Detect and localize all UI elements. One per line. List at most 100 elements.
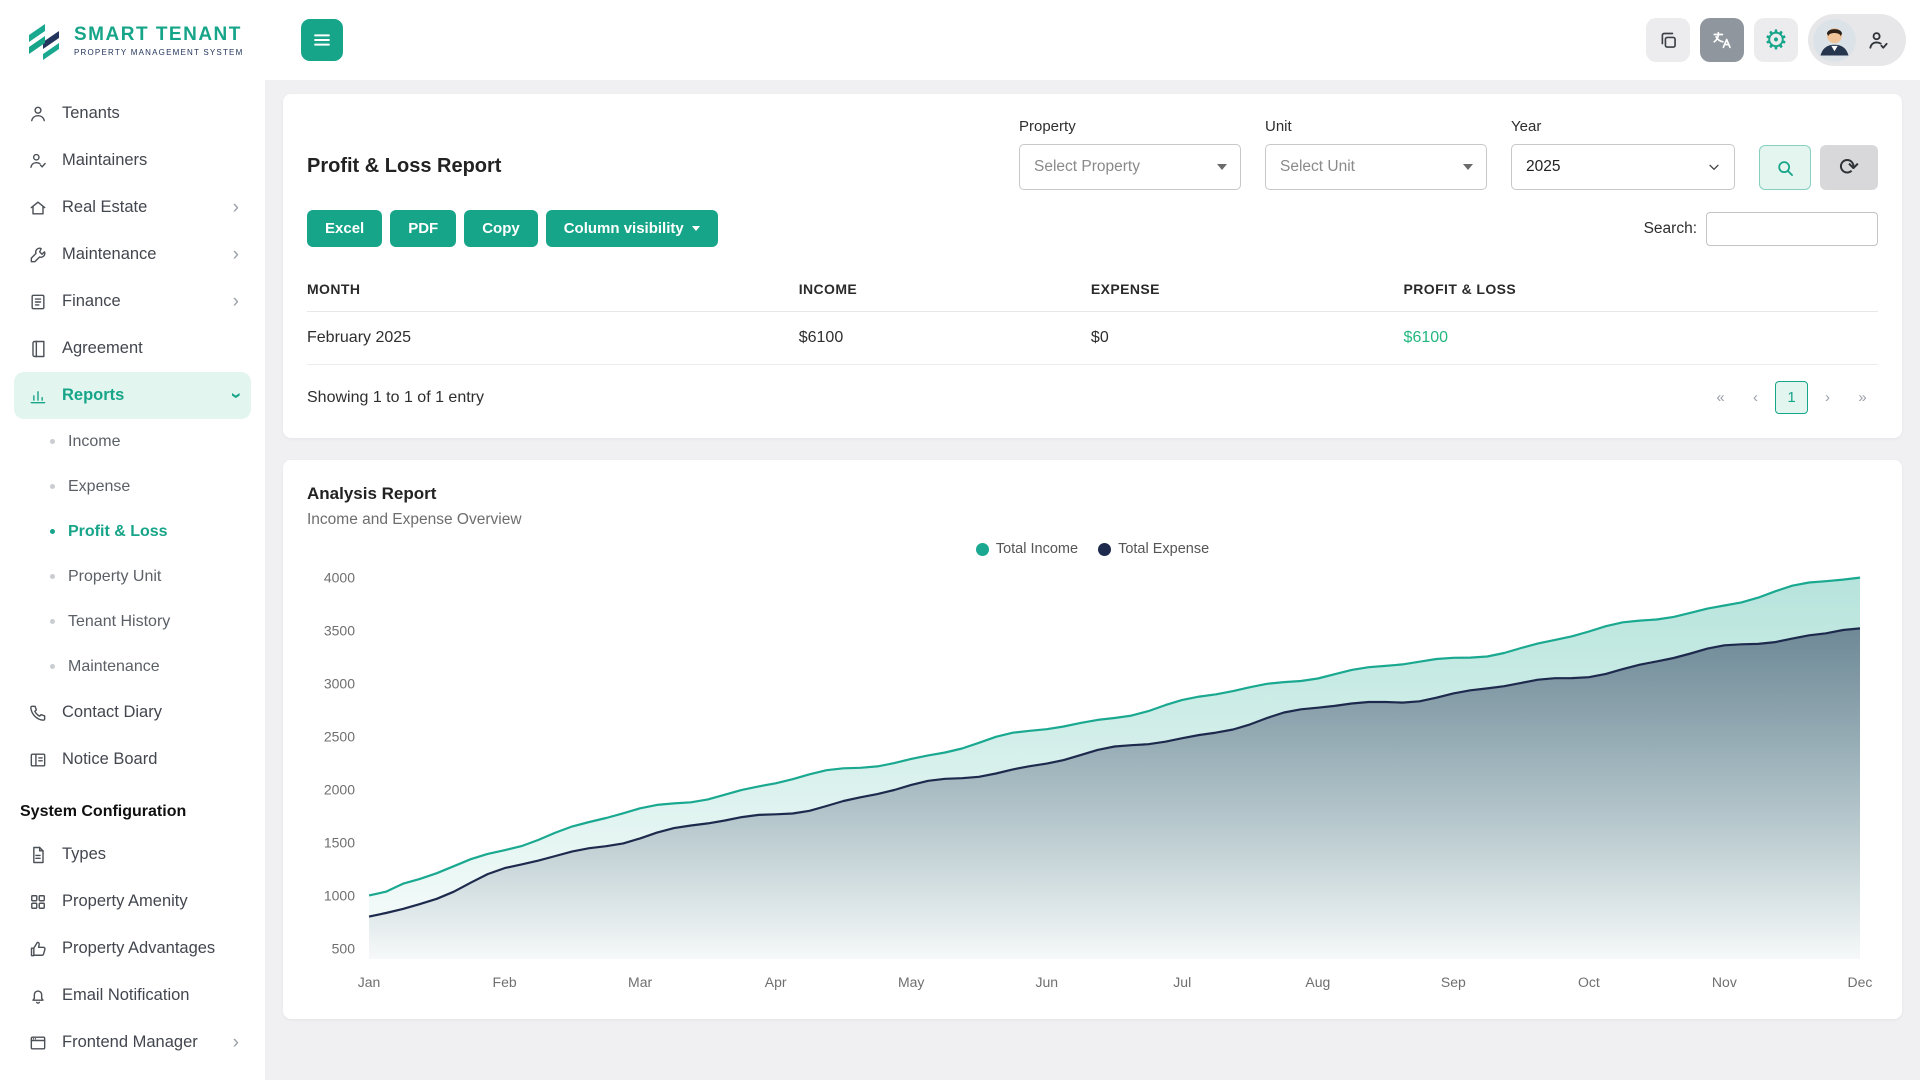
bullet-dot-icon bbox=[50, 664, 55, 669]
export-buttons: Excel PDF Copy Column visibility bbox=[307, 210, 718, 247]
sidebar-item-real-estate[interactable]: Real Estate › bbox=[14, 184, 251, 231]
sidebar-item-frontend-manager[interactable]: Frontend Manager › bbox=[14, 1019, 251, 1066]
sidebar: Tenants Maintainers Real Estate › Maintenanc… bbox=[0, 80, 265, 1080]
browser-icon bbox=[28, 1033, 48, 1053]
svg-text:3500: 3500 bbox=[324, 623, 355, 639]
sidebar-item-property-advantages[interactable]: Property Advantages bbox=[14, 925, 251, 972]
sidebar-toggle-button[interactable] bbox=[301, 19, 343, 61]
property-filter-label: Property bbox=[1019, 118, 1076, 135]
svg-text:Mar: Mar bbox=[628, 974, 652, 990]
bullet-dot-icon bbox=[50, 529, 55, 534]
sidebar-item-maintenance[interactable]: Maintenance › bbox=[14, 231, 251, 278]
unit-select-placeholder: Select Unit bbox=[1280, 158, 1355, 175]
table-cell: February 2025 bbox=[307, 311, 799, 365]
sidebar-item-types[interactable]: Types bbox=[14, 831, 251, 878]
sidebar-subitem-label: Profit & Loss bbox=[68, 522, 168, 540]
page-button-1[interactable]: 1 bbox=[1775, 381, 1808, 414]
search-button[interactable] bbox=[1759, 145, 1811, 190]
chevron-right-icon: › bbox=[232, 244, 239, 265]
legend-total-income[interactable]: Total Income bbox=[975, 541, 1078, 557]
unit-select[interactable]: Select Unit bbox=[1265, 144, 1487, 190]
table-search-input[interactable] bbox=[1706, 211, 1878, 246]
sidebar-item-contact-diary[interactable]: Contact Diary bbox=[14, 689, 251, 736]
sidebar-item-agreement[interactable]: Agreement bbox=[14, 325, 251, 372]
svg-text:2000: 2000 bbox=[324, 782, 355, 798]
page-button-last[interactable]: » bbox=[1847, 382, 1878, 413]
sidebar-item-property-amenity[interactable]: Property Amenity bbox=[14, 878, 251, 925]
brand-name: SMART TENANT bbox=[74, 23, 242, 45]
page-button-first[interactable]: « bbox=[1705, 382, 1736, 413]
chart-legend: Total Income Total Expense bbox=[307, 541, 1878, 557]
column-visibility-button[interactable]: Column visibility bbox=[545, 210, 718, 247]
sidebar-item-label: Notice Board bbox=[62, 750, 158, 768]
column-header-month[interactable]: MONTH bbox=[307, 267, 799, 312]
main-content: Profit & Loss Report Property Select Pro… bbox=[265, 80, 1920, 1080]
sidebar-subitem-property-unit[interactable]: Property Unit bbox=[14, 554, 251, 599]
svg-text:3000: 3000 bbox=[324, 676, 355, 692]
year-select-value: 2025 bbox=[1526, 158, 1561, 175]
svg-text:1500: 1500 bbox=[324, 835, 355, 851]
svg-text:Jun: Jun bbox=[1035, 974, 1058, 990]
pdf-button[interactable]: PDF bbox=[390, 210, 457, 247]
sidebar-item-reports[interactable]: Reports › bbox=[14, 372, 251, 419]
analysis-title: Analysis Report bbox=[307, 484, 437, 503]
wrench-icon bbox=[28, 245, 48, 265]
settings-button[interactable]: ⚙ bbox=[1754, 18, 1798, 62]
logo-icon bbox=[24, 20, 64, 60]
brand-logo[interactable]: SMART TENANT PROPERTY MANAGEMENT SYSTEM bbox=[0, 20, 265, 60]
notice-board-icon bbox=[28, 750, 48, 770]
unit-filter-label: Unit bbox=[1265, 118, 1292, 135]
sidebar-subitem-expense[interactable]: Expense bbox=[14, 464, 251, 509]
refresh-icon: ⟳ bbox=[1838, 153, 1860, 181]
sidebar-item-maintainers[interactable]: Maintainers bbox=[14, 137, 251, 184]
sidebar-subitem-income[interactable]: Income bbox=[14, 419, 251, 464]
year-select[interactable]: 2025 bbox=[1511, 144, 1735, 190]
page-button-next[interactable]: › bbox=[1812, 382, 1843, 413]
sidebar-item-label: Agreement bbox=[62, 339, 143, 357]
profit-loss-table: MONTH INCOME EXPENSE PROFIT & LOSS February… bbox=[307, 267, 1878, 365]
showing-entries-text: Showing 1 to 1 of 1 entry bbox=[307, 388, 484, 406]
column-header-profit-loss[interactable]: PROFIT & LOSS bbox=[1403, 267, 1878, 312]
header-actions: ⚙ bbox=[1646, 14, 1920, 66]
sidebar-item-label: Reports bbox=[62, 386, 125, 404]
legend-total-expense[interactable]: Total Expense bbox=[1098, 541, 1209, 557]
sidebar-item-tenants[interactable]: Tenants bbox=[14, 90, 251, 137]
copy-page-button[interactable] bbox=[1646, 18, 1690, 62]
year-filter-label: Year bbox=[1511, 118, 1542, 135]
sidebar-item-email-notification[interactable]: Email Notification bbox=[14, 972, 251, 1019]
sidebar-subitem-label: Expense bbox=[68, 477, 131, 495]
column-header-expense[interactable]: EXPENSE bbox=[1090, 267, 1404, 312]
profit-loss-card: Profit & Loss Report Property Select Pro… bbox=[283, 94, 1902, 438]
agreement-icon bbox=[28, 339, 48, 359]
translate-icon bbox=[1711, 29, 1733, 51]
sidebar-item-label: Property Advantages bbox=[62, 939, 216, 957]
property-select[interactable]: Select Property bbox=[1019, 144, 1241, 190]
sidebar-subitem-tenant-history[interactable]: Tenant History bbox=[14, 599, 251, 644]
translate-button[interactable] bbox=[1700, 18, 1744, 62]
svg-text:Jan: Jan bbox=[358, 974, 381, 990]
sidebar-subitem-profit-loss[interactable]: Profit & Loss bbox=[14, 509, 251, 554]
sidebar-item-finance[interactable]: Finance › bbox=[14, 278, 251, 325]
sidebar-item-label: Property Amenity bbox=[62, 892, 188, 910]
page-button-prev[interactable]: ‹ bbox=[1740, 382, 1771, 413]
sidebar-item-notice-board[interactable]: Notice Board bbox=[14, 736, 251, 783]
bullet-dot-icon bbox=[50, 484, 55, 489]
report-filters: Property Select Property Unit Select Uni… bbox=[1019, 118, 1878, 190]
column-header-income[interactable]: INCOME bbox=[798, 267, 1091, 312]
svg-text:Aug: Aug bbox=[1305, 974, 1330, 990]
finance-icon bbox=[28, 292, 48, 312]
caret-down-icon bbox=[1463, 164, 1473, 170]
chevron-down-icon bbox=[1706, 159, 1722, 175]
refresh-button[interactable]: ⟳ bbox=[1820, 145, 1878, 190]
copy-button[interactable]: Copy bbox=[464, 210, 538, 247]
excel-button[interactable]: Excel bbox=[307, 210, 383, 247]
caret-down-icon bbox=[691, 226, 700, 231]
table-cell: $6100 bbox=[1403, 311, 1878, 365]
chevron-right-icon: › bbox=[232, 1032, 239, 1053]
chevron-right-icon: › bbox=[232, 197, 239, 218]
sidebar-item-label: Types bbox=[62, 845, 107, 863]
sidebar-subitem-maintenance[interactable]: Maintenance bbox=[14, 644, 251, 689]
profile-menu[interactable] bbox=[1808, 14, 1906, 66]
legend-dot-icon bbox=[1098, 542, 1112, 556]
sidebar-subitem-label: Tenant History bbox=[68, 612, 171, 630]
